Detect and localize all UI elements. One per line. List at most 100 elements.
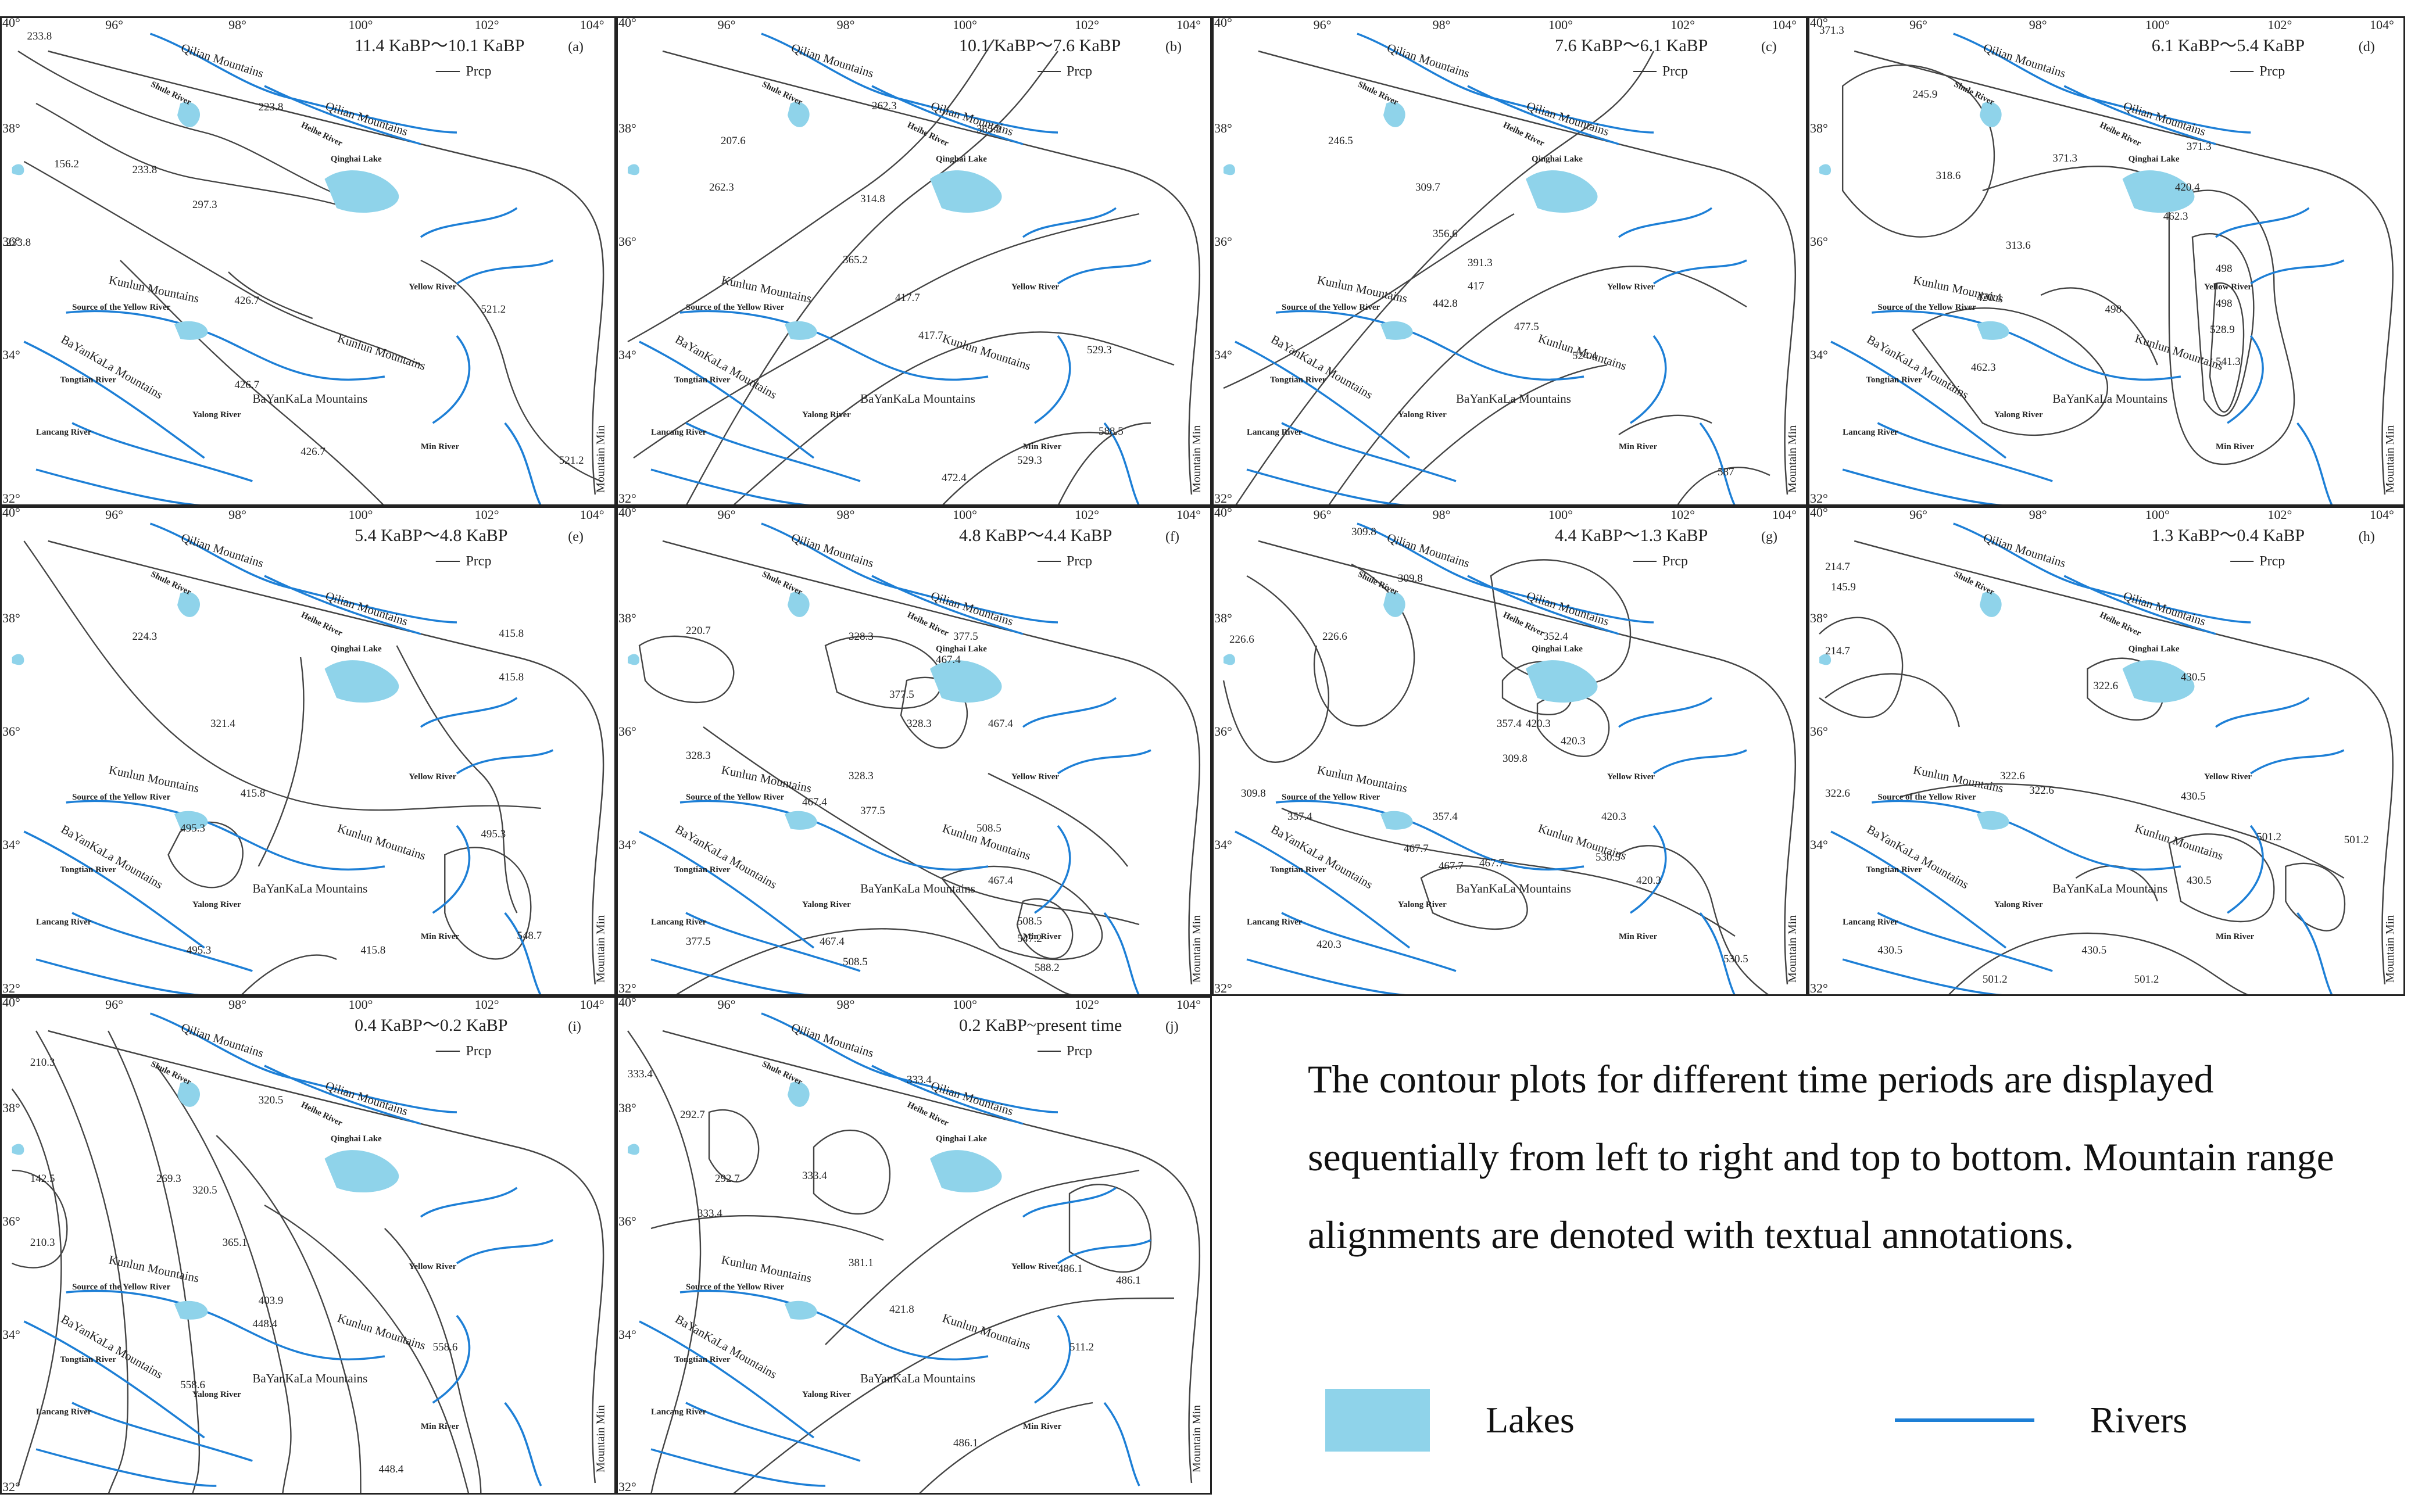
geo-label: Qilian Mountains	[929, 99, 1015, 138]
river-line	[1281, 912, 1457, 972]
contour-line	[257, 657, 305, 867]
geo-label: BaYanKaLa Mountains	[1269, 822, 1375, 892]
geo-label: Yellow River	[2204, 282, 2252, 292]
geo-label: Yellow River	[1011, 772, 1059, 782]
lat-tick-label: 38°	[618, 611, 636, 625]
contour-line	[23, 160, 421, 366]
contour-value-label: 415.8	[499, 628, 524, 640]
contour-value-label: 486.1	[953, 1437, 978, 1449]
contour-line	[2168, 189, 2295, 465]
contour-value-label: 498	[2216, 263, 2233, 275]
legend-prcp-label: Prcp	[1067, 1044, 1092, 1059]
lat-tick-label: 32°	[2, 1479, 20, 1494]
contour-group	[650, 1214, 884, 1241]
contour-group	[1911, 307, 2108, 436]
lat-tick-label: 38°	[618, 121, 636, 135]
lat-tick-label: 36°	[618, 1214, 636, 1228]
contour-value-label: 377.5	[889, 689, 914, 701]
lake-shape	[1383, 592, 1405, 617]
legend-lakes-label: Lakes	[1486, 1399, 1575, 1441]
contour-line	[155, 1065, 292, 1495]
legend-prcp-label: Prcp	[466, 1044, 491, 1059]
map-svg: 96° 98° 100° 102° 104° 40° 38° 36° 34° 32° Qilian …	[618, 996, 1203, 1495]
contour-line	[627, 39, 995, 343]
river-line	[1872, 800, 2181, 871]
lon-tick-label: 96°	[105, 507, 123, 522]
contour-value-label: 210.3	[30, 1237, 55, 1249]
contour-value-label: 403.9	[259, 1295, 284, 1307]
contour-value-label: 521.2	[559, 454, 584, 467]
geo-label: Yellow River	[1607, 772, 1655, 782]
lake-shape	[177, 1081, 201, 1107]
hydrology	[1819, 33, 2345, 506]
contour-value-label: 245.9	[1913, 88, 1938, 101]
contour-group	[1947, 932, 2251, 996]
river-line	[1057, 259, 1151, 285]
period-title: 4.8 KaBP～4.4 KaBP	[959, 526, 1112, 545]
lake-shape	[324, 170, 399, 213]
contour-value-label: 207.6	[721, 135, 746, 147]
lat-tick-label: 38°	[2, 1101, 20, 1115]
map-panel-e: 96° 98° 100° 102° 104° 40° 38° 36° 34° 32° Qilian …	[0, 506, 616, 996]
contour-value-label: 547.2	[1017, 933, 1042, 945]
contour-group	[1618, 845, 1770, 996]
contour-group	[824, 635, 943, 710]
lon-tick-label: 98°	[228, 507, 246, 522]
lat-tick-label: 32°	[1810, 981, 1828, 995]
contour-line	[1057, 422, 1151, 506]
map-content: 96° 98° 100° 102° 104° 40° 38° 36° 34° 32° Qilian …	[2, 16, 607, 506]
lake-shape	[174, 1300, 208, 1320]
contour-value-label: 322.6	[2029, 784, 2054, 797]
lon-tick-label: 98°	[837, 17, 855, 32]
geo-label: Shule River	[760, 80, 804, 108]
lake-shape	[785, 321, 817, 340]
river-line	[23, 830, 205, 949]
panel-tag: (d)	[2359, 40, 2375, 55]
legend-description: The contour plots for different time per…	[1308, 1057, 2334, 1257]
contour-value-label: 223.8	[259, 101, 284, 113]
map-panel-f: 96° 98° 100° 102° 104° 40° 38° 36° 34° 32° Qilian …	[616, 506, 1212, 996]
geo-label: Lancang River	[1247, 428, 1303, 437]
lat-tick-label: 36°	[1810, 234, 1828, 249]
contour-group	[708, 1109, 760, 1183]
geo-label: Qilian Mountains	[789, 1020, 875, 1060]
contour-group	[1234, 51, 1655, 506]
contour-value-label: 328.3	[849, 770, 874, 782]
lat-tick-label: 36°	[2, 1214, 20, 1228]
map-panel-b: 96° 98° 100° 102° 104° 40° 38° 36° 34° 32° Qilian …	[616, 16, 1212, 506]
contour-value-label: 321.4	[210, 718, 235, 730]
lon-tick-label: 104°	[1176, 507, 1201, 522]
geo-label: Yellow River	[409, 282, 456, 292]
lat-tick-label: 38°	[1214, 611, 1232, 625]
contour-group	[1281, 807, 1736, 937]
map-svg: 96° 98° 100° 102° 104° 40° 38° 36° 34° 32° Qilian …	[1810, 16, 2396, 506]
lon-tick-label: 104°	[1176, 997, 1201, 1012]
geo-label: Qinghai Lake	[936, 155, 987, 164]
lake-shape	[788, 1081, 810, 1107]
lat-tick-label: 40°	[2, 16, 20, 30]
lon-tick-label: 102°	[2267, 507, 2292, 522]
contour-group	[941, 432, 1117, 506]
geo-label: Min River	[1023, 932, 1062, 941]
geo-label: Qinghai Lake	[2129, 155, 2180, 164]
panel-tag: (j)	[1165, 1019, 1179, 1034]
contour-value-label: 377.5	[953, 630, 978, 643]
contour-value-label: 309.8	[1241, 787, 1266, 800]
contour-line	[627, 1030, 702, 1495]
boundary-outline	[48, 1030, 604, 1484]
lat-tick-label: 38°	[1214, 121, 1232, 135]
geo-label: Min River	[1023, 442, 1062, 452]
lon-tick-label: 100°	[2145, 507, 2170, 522]
contour-value-label: 467.4	[988, 875, 1013, 887]
contour-line	[650, 1214, 884, 1241]
contour-group	[264, 1205, 470, 1495]
lake-shape	[1526, 660, 1598, 703]
contour-value-label: 318.6	[1936, 170, 1961, 182]
geo-label: Yellow River	[2204, 772, 2252, 782]
river-line	[1877, 912, 2053, 972]
contour-group	[1068, 1184, 1152, 1273]
contour-value-label: 322.6	[2093, 680, 2118, 692]
contour-group	[2168, 189, 2295, 465]
river-line	[504, 1402, 542, 1486]
panel-tag: (b)	[1165, 40, 1182, 55]
